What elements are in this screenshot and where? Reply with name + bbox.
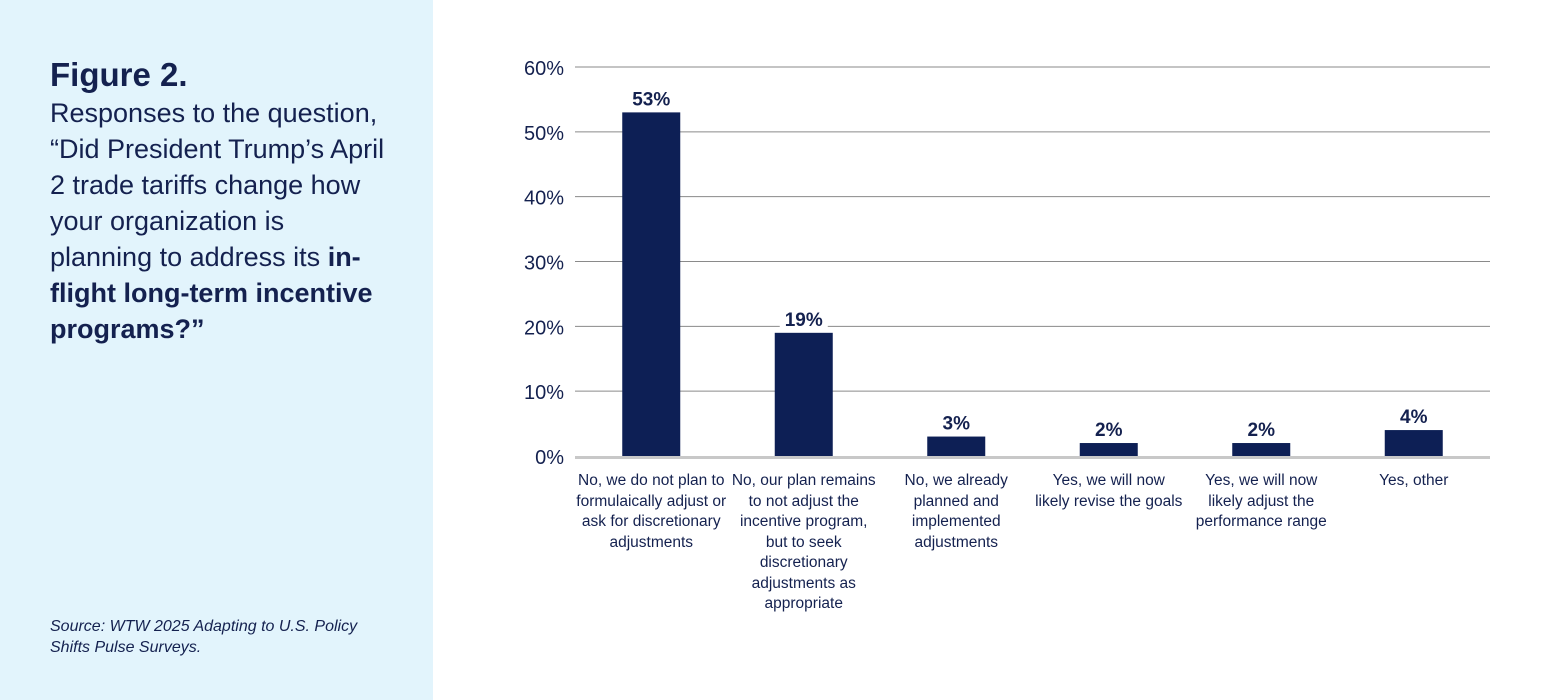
figure-caption: Responses to the question, “Did Presiden… xyxy=(50,95,390,347)
data-label: 4% xyxy=(1400,407,1428,428)
bar-chart: 0% 10% 20% 30% 40% 50% 60% 53% 19% 3% 2% 2% 4% No, w… xyxy=(433,0,1550,700)
bar xyxy=(1384,430,1443,456)
source-note: Source: WTW 2025 Adapting to U.S. Policy… xyxy=(50,618,358,656)
category-label: No, we do not plan to formulaically adju… xyxy=(576,472,727,551)
bar xyxy=(927,436,986,456)
caption-emphasis: in-flight long-term incentive programs?” xyxy=(50,242,373,344)
data-label: 19% xyxy=(785,310,823,331)
bar xyxy=(622,112,681,456)
category-label: Yes, we will now likely adjust the perfo… xyxy=(1195,472,1327,530)
bar xyxy=(1232,443,1291,456)
data-label-background xyxy=(1243,416,1280,441)
y-tick-label: 0% xyxy=(535,447,564,469)
y-tick-label: 50% xyxy=(524,123,564,145)
category-label: Yes, we will now likely revise the goals xyxy=(1035,472,1183,510)
category-label: Yes, other xyxy=(1379,472,1449,489)
bar xyxy=(1079,443,1138,456)
y-tick-label: 40% xyxy=(524,188,564,210)
category-label: No, we already planned and implemented a… xyxy=(904,472,1008,551)
bar xyxy=(774,332,833,456)
y-tick-label: 60% xyxy=(524,58,564,80)
caption-panel: Figure 2. Responses to the question, “Di… xyxy=(0,0,433,700)
data-label-background xyxy=(1395,403,1432,428)
chart-canvas: 0% 10% 20% 30% 40% 50% 60% 53% 19% 3% 2% 2% 4% xyxy=(524,58,1490,469)
y-tick-label: 10% xyxy=(524,382,564,404)
data-label: 53% xyxy=(632,89,670,110)
category-label: No, our plan remains to not adjust the i… xyxy=(731,472,876,612)
data-label-background xyxy=(1090,416,1127,441)
caption-text: Responses to the question, “Did Presiden… xyxy=(50,98,385,272)
data-label: 3% xyxy=(943,414,971,435)
data-label: 2% xyxy=(1248,420,1276,441)
data-label-background xyxy=(938,409,975,434)
data-label: 2% xyxy=(1095,420,1123,441)
figure-label: Figure 2. xyxy=(50,56,188,93)
y-tick-label: 30% xyxy=(524,253,564,275)
y-tick-label: 20% xyxy=(524,317,564,339)
data-label-background xyxy=(779,305,828,330)
data-label-background xyxy=(627,85,676,110)
